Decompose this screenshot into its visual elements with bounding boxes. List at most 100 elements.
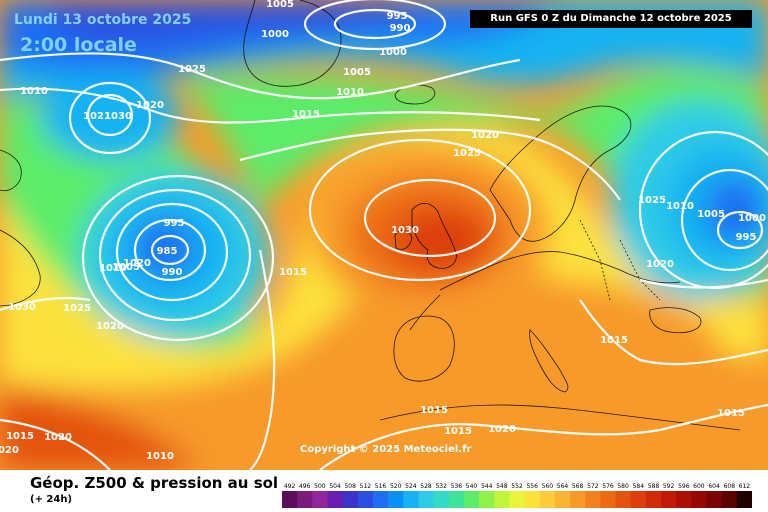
legend-value: 536 (451, 483, 463, 490)
isobar-label: 995 (387, 11, 408, 22)
legend-swatch (448, 491, 465, 508)
legend-swatch (342, 491, 359, 508)
forecast-date: Lundi 13 octobre 2025 (14, 12, 192, 28)
legend-value: 612 (739, 483, 751, 490)
legend-value: 588 (648, 483, 660, 490)
legend-swatch (357, 491, 374, 508)
legend-swatch (630, 491, 647, 508)
legend-swatch (373, 491, 389, 508)
isobar-label: 1020 (0, 445, 19, 456)
legend-value: 528 (420, 483, 432, 490)
legend-swatch (706, 491, 723, 508)
legend-swatch (539, 491, 556, 508)
isobar-label: 1015 (444, 426, 472, 437)
legend-value: 608 (724, 483, 736, 490)
legend-value: 556 (526, 483, 538, 490)
legend-value: 492 (284, 483, 296, 490)
isobar-label: 1015 (279, 267, 307, 278)
legend-value: 540 (466, 483, 478, 490)
isobar-label: 1010 (99, 263, 127, 274)
isobar-label: 1010 (20, 86, 48, 97)
isobar-label: 1015 (717, 408, 745, 419)
legend-swatch (600, 491, 617, 508)
legend-swatch (721, 491, 738, 508)
isobar-label: 1010 (666, 201, 694, 212)
legend-value: 512 (360, 483, 372, 490)
legend-value: 496 (299, 483, 311, 490)
isobar-label: 1015 (6, 431, 34, 442)
isobar-label: 1025 (63, 303, 91, 314)
legend-swatch (282, 491, 298, 508)
legend-swatch (388, 491, 404, 508)
legend-swatch (524, 491, 541, 508)
isobar-label: 1020 (96, 321, 124, 332)
isobar-label: 990 (162, 267, 183, 278)
forecast-hour: 2:00 locale (20, 34, 137, 56)
chart-subtitle: (+ 24h) (30, 494, 73, 505)
isobar-label: 1020 (488, 424, 516, 435)
isobar-label: 1025 (178, 64, 206, 75)
isobar-label: 990 (390, 23, 411, 34)
legend-swatch (676, 491, 692, 508)
color-legend: 492 496 500 504 508 512 516 520 524 528 532 536 540 5… (282, 483, 752, 508)
isobars (0, 0, 768, 470)
isobar-label: 1000 (738, 213, 766, 224)
isobar-label: 1015 (600, 335, 628, 346)
legend-value: 548 (496, 483, 508, 490)
legend-value: 592 (663, 483, 675, 490)
isobar-label: 995 (164, 218, 185, 229)
legend-swatch (312, 491, 328, 508)
legend-value: 552 (511, 483, 523, 490)
legend-swatch (615, 491, 632, 508)
legend-value: 576 (602, 483, 614, 490)
legend-swatch (479, 491, 495, 508)
isobar-label: 1025 (453, 148, 481, 159)
legend-swatch (570, 491, 586, 508)
isobar-label: 1000 (261, 29, 289, 40)
isobar-label: 1030 (104, 111, 132, 122)
legend-value: 600 (693, 483, 705, 490)
isobar-label: 1020 (136, 100, 164, 111)
isobar-label: 1015 (420, 405, 448, 416)
isobar-label: 1030 (391, 225, 419, 236)
legend-swatch (661, 491, 677, 508)
legend-swatch (554, 491, 571, 508)
legend-swatch (327, 491, 344, 508)
run-info: Run GFS 0 Z du Dimanche 12 octobre 2025 (470, 10, 752, 28)
isobar-label: 1010 (336, 87, 364, 98)
legend-swatch (463, 491, 480, 508)
legend-value: 532 (435, 483, 447, 490)
copyright: Copyright © 2025 Meteociel.fr (300, 444, 472, 455)
legend-value: 604 (708, 483, 720, 490)
legend-swatch (645, 491, 662, 508)
legend-swatch (509, 491, 526, 508)
isobar-label: 1020 (471, 130, 499, 141)
legend-swatch (691, 491, 708, 508)
isobar-label: 1005 (343, 67, 371, 78)
isobar-label: 1000 (379, 47, 407, 58)
legend-value: 560 (542, 483, 554, 490)
legend-swatch (418, 491, 435, 508)
isobar-label: 1025 (638, 195, 666, 206)
legend-value: 504 (329, 483, 341, 490)
chart-title: Géop. Z500 & pression au sol (30, 474, 279, 492)
isobar-label: 1020 (123, 258, 151, 269)
legend-value: 500 (314, 483, 326, 490)
isobar-label: 1015 (292, 109, 320, 120)
isobar-label: 1021 (83, 111, 111, 122)
legend-value: 544 (481, 483, 493, 490)
z500-color-field (0, 0, 768, 470)
isobar-label: 1020 (44, 432, 72, 443)
isobar-label: 1010 (146, 451, 174, 462)
legend-swatch (494, 491, 510, 508)
isobar-label: 1005 (697, 209, 725, 220)
legend-value: 508 (344, 483, 356, 490)
isobar-label: 1030 (8, 302, 36, 313)
isobar-label: 995 (736, 232, 757, 243)
isobar-label: 1020 (646, 259, 674, 270)
legend-swatch (736, 491, 752, 508)
legend-swatch (585, 491, 601, 508)
